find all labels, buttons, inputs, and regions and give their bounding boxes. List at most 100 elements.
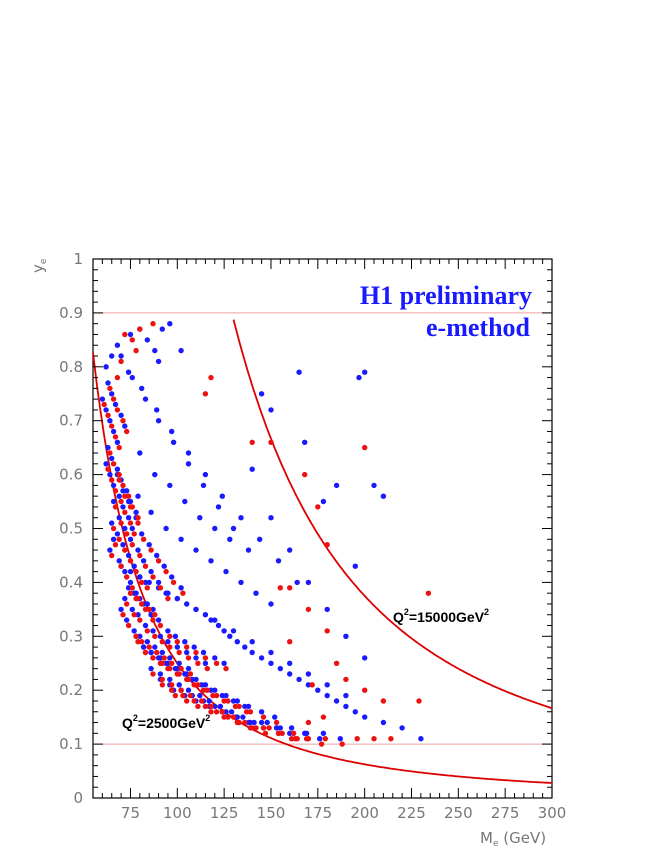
red-point: [159, 682, 165, 688]
red-point: [200, 687, 207, 693]
red-point: [223, 665, 229, 672]
blue-point: [238, 515, 244, 521]
red-point: [249, 439, 255, 445]
blue-point: [146, 579, 152, 586]
red-point: [146, 606, 152, 613]
blue-point: [223, 709, 229, 715]
red-point: [120, 418, 126, 424]
blue-point: [142, 579, 149, 586]
blue-point: [249, 639, 255, 645]
red-point: [107, 385, 113, 392]
y-tick-label: 0.5: [59, 520, 83, 538]
blue-point: [305, 579, 312, 586]
axis-ticks: [93, 258, 553, 799]
red-point: [114, 407, 121, 413]
red-point: [287, 639, 293, 645]
red-point: [135, 520, 141, 526]
blue-point: [127, 536, 134, 542]
red-point: [150, 574, 156, 580]
blue-point: [184, 671, 190, 677]
blue-point: [296, 369, 302, 375]
blue-point: [245, 547, 252, 553]
red-point: [169, 687, 175, 693]
red-point: [159, 639, 165, 645]
red-point: [208, 374, 214, 381]
red-point: [142, 649, 149, 656]
curve-label-high-q: Q: [393, 609, 404, 625]
red-point: [178, 687, 184, 693]
blue-point: [172, 633, 179, 639]
blue-point: [230, 628, 237, 634]
blue-point: [305, 682, 312, 688]
red-point: [120, 482, 126, 489]
blue-point: [206, 698, 212, 704]
blue-point: [120, 542, 126, 548]
red-point: [324, 628, 330, 634]
blue-point: [234, 639, 240, 645]
blue-point: [131, 563, 137, 569]
blue-point: [176, 682, 182, 688]
blue-point: [155, 579, 162, 586]
blue-point: [118, 606, 124, 613]
curve-q2-15000: [232, 319, 553, 710]
blue-point: [103, 364, 109, 370]
red-point: [127, 558, 134, 564]
red-point: [187, 692, 194, 699]
red-point: [146, 644, 152, 650]
red-point: [202, 655, 209, 661]
blue-point: [258, 709, 265, 715]
red-point: [185, 655, 192, 661]
blue-point: [150, 606, 156, 613]
red-point: [193, 649, 199, 656]
x-tick-label: 75: [121, 804, 140, 822]
blue-point: [362, 369, 368, 375]
red-point: [268, 439, 274, 445]
blue-point: [107, 471, 113, 478]
blue-point: [202, 471, 209, 478]
blue-point: [125, 515, 132, 521]
blue-point: [116, 493, 122, 499]
x-tick-label: 175: [303, 804, 332, 822]
red-point: [139, 601, 145, 607]
red-point: [137, 552, 143, 559]
red-point: [294, 736, 300, 742]
blue-point: [258, 719, 265, 726]
red-point: [309, 682, 315, 688]
blue-point: [139, 531, 145, 537]
blue-point: [257, 536, 263, 542]
blue-point: [148, 509, 154, 515]
blue-point: [140, 644, 147, 650]
x-tick-label: 100: [163, 804, 192, 822]
blue-point: [122, 423, 128, 429]
blue-point: [258, 655, 265, 661]
blue-point: [230, 525, 237, 532]
blue-point: [125, 585, 132, 591]
blue-point: [159, 649, 165, 656]
red-point: [202, 703, 209, 710]
blue-point: [152, 471, 158, 478]
blue-point: [129, 374, 135, 381]
red-point: [137, 617, 143, 623]
blue-point: [294, 579, 300, 586]
red-point: [112, 504, 119, 510]
red-point: [339, 741, 345, 747]
red-point: [253, 725, 259, 731]
y-tick-label: 0.2: [59, 681, 83, 699]
blue-point: [120, 488, 126, 494]
red-point: [213, 660, 220, 666]
y-tick-label: 0.8: [59, 358, 83, 376]
blue-point: [215, 622, 222, 629]
blue-point: [184, 601, 190, 607]
blue-point: [193, 547, 199, 553]
blue-point: [202, 612, 209, 618]
red-point: [180, 590, 186, 596]
blue-point: [176, 660, 182, 666]
blue-point: [191, 644, 197, 650]
red-point: [169, 682, 175, 688]
red-point: [157, 585, 164, 591]
blue-point: [221, 628, 227, 634]
blue-point: [185, 450, 192, 456]
blue-point: [193, 655, 199, 661]
red-point: [110, 461, 117, 467]
red-point: [371, 736, 377, 742]
